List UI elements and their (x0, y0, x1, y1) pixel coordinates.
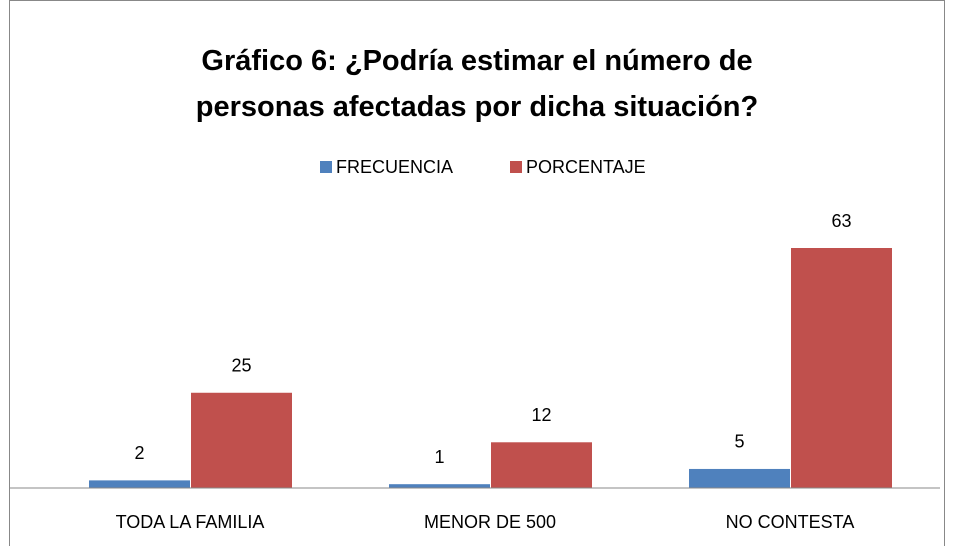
chart-title: Gráfico 6: ¿Podría estimar el número de … (195, 45, 759, 123)
legend-swatch (320, 161, 332, 173)
data-label: 63 (831, 211, 851, 231)
legend-label: PORCENTAJE (526, 157, 646, 177)
x-tick-label: NO CONTESTA (726, 512, 855, 532)
data-label: 25 (231, 356, 251, 376)
legend-swatch (510, 161, 522, 173)
chart-frame (9, 0, 945, 546)
bar (689, 468, 790, 488)
x-tick-label: MENOR DE 500 (424, 512, 556, 532)
bar (191, 392, 292, 488)
bar (491, 442, 592, 488)
bar (89, 480, 190, 488)
data-label: 5 (734, 432, 744, 452)
data-label: 12 (531, 405, 551, 425)
legend-label: FRECUENCIA (336, 157, 453, 177)
data-label: 1 (434, 447, 444, 467)
bar (389, 484, 490, 488)
data-label: 2 (134, 443, 144, 463)
bar (791, 248, 892, 488)
x-tick-label: TODA LA FAMILIA (116, 512, 265, 532)
